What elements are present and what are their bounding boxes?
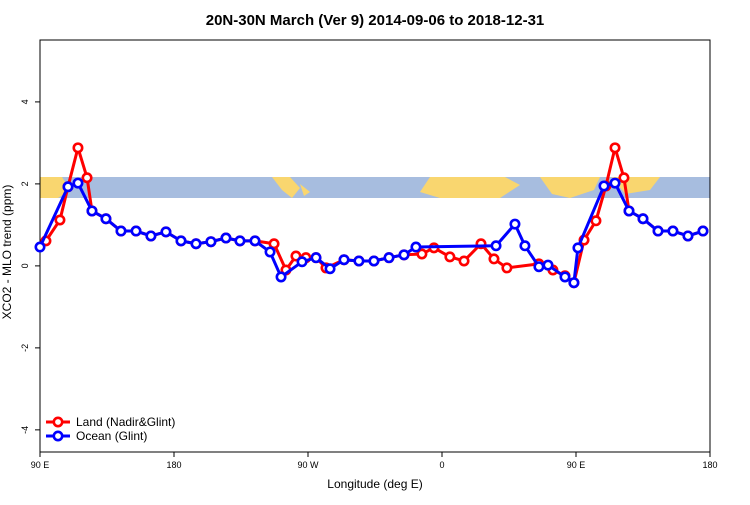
legend-label: Ocean (Glint) <box>76 429 147 443</box>
x-tick-label: 180 <box>702 460 717 470</box>
y-tick-label: 0 <box>20 263 30 268</box>
data-point <box>145 230 157 242</box>
data-point <box>100 213 112 225</box>
data-point <box>368 255 380 267</box>
data-point <box>275 271 287 283</box>
data-point <box>458 255 470 267</box>
data-point <box>310 252 322 264</box>
x-tick-label: 0 <box>439 460 444 470</box>
data-point <box>697 225 709 237</box>
data-point <box>444 251 456 263</box>
data-point <box>72 177 84 189</box>
data-point <box>62 181 74 193</box>
data-point <box>383 252 395 264</box>
data-point <box>559 271 571 283</box>
data-point <box>264 246 276 258</box>
data-point <box>682 230 694 242</box>
data-point <box>296 256 308 268</box>
data-point <box>519 240 531 252</box>
data-point <box>115 225 127 237</box>
data-point <box>410 241 422 253</box>
data-point <box>598 180 610 192</box>
data-point <box>130 225 142 237</box>
x-tick-label: 90 E <box>31 460 50 470</box>
y-tick-label: 2 <box>20 181 30 186</box>
data-point <box>54 214 66 226</box>
x-axis-label: Longitude (deg E) <box>327 477 422 491</box>
data-point <box>609 177 621 189</box>
chart-title: 20N-30N March (Ver 9) 2014-09-06 to 2018… <box>206 12 545 29</box>
data-point <box>398 249 410 261</box>
data-point <box>509 218 521 230</box>
data-point <box>338 254 350 266</box>
data-point <box>160 226 172 238</box>
data-point <box>609 142 621 154</box>
data-point <box>268 238 280 250</box>
legend-swatch-point <box>52 416 64 428</box>
x-tick-label: 180 <box>166 460 181 470</box>
data-point <box>590 215 602 227</box>
data-point <box>249 235 261 247</box>
data-point <box>533 261 545 273</box>
data-point <box>572 242 584 254</box>
data-point <box>623 205 635 217</box>
data-point <box>175 235 187 247</box>
data-point <box>324 263 336 275</box>
data-point <box>34 241 46 253</box>
y-tick-label: 4 <box>20 99 30 104</box>
y-axis-label: XCO2 - MLO trend (ppm) <box>0 185 14 320</box>
data-point <box>220 232 232 244</box>
legend-label: Land (Nadir&Glint) <box>76 415 175 429</box>
data-point <box>190 238 202 250</box>
data-point <box>542 259 554 271</box>
data-point <box>72 142 84 154</box>
data-point <box>490 240 502 252</box>
data-point <box>234 235 246 247</box>
data-point <box>618 172 630 184</box>
y-tick-label: -2 <box>20 344 30 352</box>
data-point <box>568 277 580 289</box>
data-point <box>652 225 664 237</box>
legend-swatch-point <box>52 430 64 442</box>
x-tick-label: 90 W <box>297 460 319 470</box>
data-point <box>81 172 93 184</box>
data-point <box>86 205 98 217</box>
data-point <box>667 225 679 237</box>
data-point <box>488 253 500 265</box>
data-point <box>353 255 365 267</box>
data-point <box>416 248 428 260</box>
data-point <box>205 236 217 248</box>
data-point <box>501 262 513 274</box>
x-tick-label: 90 E <box>567 460 586 470</box>
y-tick-label: -4 <box>20 426 30 434</box>
data-point <box>637 213 649 225</box>
